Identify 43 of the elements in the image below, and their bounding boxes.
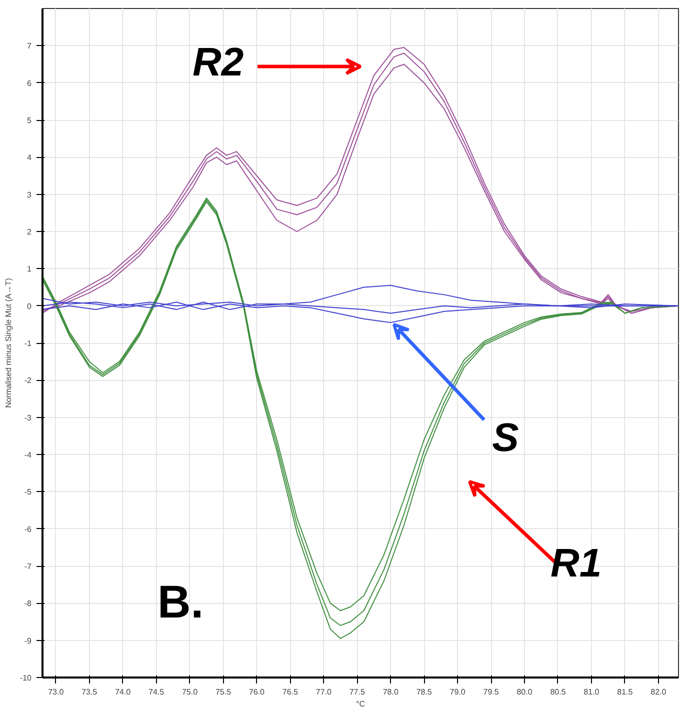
- x-axis-title: °C: [356, 700, 366, 708]
- y-axis-title: Normalised minus Single Mut (A→T): [4, 278, 13, 408]
- y-tick-label: -8: [24, 599, 32, 608]
- x-tick-label: 77.0: [316, 688, 332, 696]
- x-tick-label: 79.5: [483, 688, 500, 696]
- x-tick-label: 73.0: [48, 688, 64, 696]
- y-tick-label: 3: [27, 190, 32, 200]
- x-tick-label: 82.0: [650, 688, 667, 696]
- x-tick-label: 78.5: [416, 688, 432, 696]
- x-tick-label: 80.0: [516, 688, 533, 696]
- annotation: R2: [192, 40, 244, 84]
- y-tick-label: -1: [24, 339, 32, 348]
- y-tick-label: 7: [27, 42, 32, 51]
- y-tick-label: -3: [24, 413, 32, 422]
- x-tick-label: 79.0: [450, 688, 466, 696]
- y-tick-label: 0: [27, 302, 32, 311]
- annotation: R1: [550, 542, 602, 586]
- y-tick-label: -10: [20, 674, 32, 682]
- x-tick-label: 76.0: [248, 688, 266, 696]
- y-tick-label: -6: [24, 524, 32, 534]
- y-tick-label: -2: [24, 376, 32, 386]
- y-tick-label: -9: [24, 636, 32, 646]
- y-tick-label: -4: [24, 450, 32, 460]
- x-tick-label: 75.5: [215, 688, 232, 696]
- x-tick-label: 80.5: [550, 688, 566, 696]
- x-tick-label: 76.5: [282, 688, 299, 696]
- y-tick-label: -5: [24, 488, 32, 497]
- y-tick-label: 6: [27, 78, 32, 88]
- y-tick-label: 5: [27, 116, 32, 125]
- y-tick-label: -7: [24, 562, 32, 571]
- x-tick-label: 81.5: [617, 688, 634, 696]
- annotation: S: [492, 416, 520, 460]
- x-tick-label: 74.0: [115, 688, 132, 696]
- y-tick-label: 4: [27, 153, 32, 162]
- x-tick-label: 77.5: [349, 688, 366, 696]
- x-tick-label: 78.0: [382, 688, 399, 696]
- x-tick-label: 73.5: [82, 688, 98, 696]
- annotation: B.: [158, 576, 204, 628]
- y-tick-label: 1: [27, 264, 32, 274]
- x-tick-label: 74.5: [148, 688, 165, 696]
- x-tick-label: 75.0: [182, 688, 198, 696]
- y-tick-label: 2: [27, 228, 32, 236]
- x-tick-label: 81.0: [584, 688, 600, 696]
